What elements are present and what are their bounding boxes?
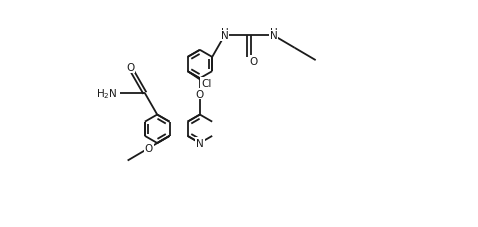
Text: N: N <box>221 31 228 41</box>
Text: Cl: Cl <box>201 79 211 89</box>
Text: H$_2$N: H$_2$N <box>97 87 118 101</box>
Text: N: N <box>196 138 204 148</box>
Text: N: N <box>270 31 278 41</box>
Text: O: O <box>196 89 204 99</box>
Text: O: O <box>250 57 258 67</box>
Text: O: O <box>126 63 134 73</box>
Text: H: H <box>221 28 228 38</box>
Text: O: O <box>144 143 152 153</box>
Text: H: H <box>270 28 278 38</box>
